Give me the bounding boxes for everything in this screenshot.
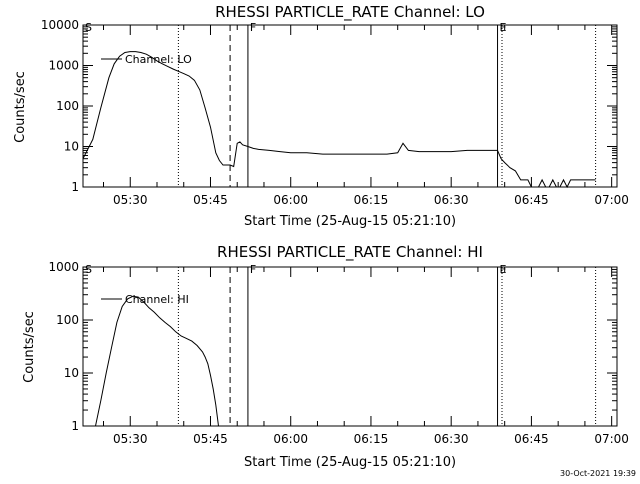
x-tick-label: 06:00	[273, 432, 308, 446]
x-tick-label: 06:45	[514, 193, 549, 207]
plot-frame	[82, 24, 618, 188]
x-tick-label: 06:15	[354, 432, 389, 446]
y-tick-label: 1000	[48, 59, 79, 73]
y-tick-label: 100	[56, 99, 79, 113]
event-marker-label: F	[250, 263, 256, 276]
x-tick-label: 07:00	[594, 193, 629, 207]
x-axis-label: Start Time (25-Aug-15 05:21:10)	[244, 455, 456, 470]
x-tick-label: 07:00	[594, 432, 629, 446]
footer-timestamp: 30-Oct-2021 19:39	[560, 469, 636, 478]
series-line	[95, 295, 219, 427]
y-axis-label: Counts/sec	[22, 311, 37, 383]
event-marker-label: E	[500, 263, 507, 276]
x-tick-label: 05:45	[193, 432, 228, 446]
event-marker-label: E	[500, 21, 507, 34]
x-tick-label: 06:30	[434, 432, 469, 446]
x-axis-label: Start Time (25-Aug-15 05:21:10)	[244, 214, 456, 229]
x-tick-label: 05:30	[113, 193, 148, 207]
x-tick-label: 06:30	[434, 193, 469, 207]
y-axis-label: Counts/sec	[13, 71, 28, 143]
chart-title: RHESSI PARTICLE_RATE Channel: HI	[217, 243, 483, 262]
y-tick-label: 100	[56, 313, 79, 327]
chart-title: RHESSI PARTICLE_RATE Channel: LO	[215, 3, 485, 22]
plot-frame	[82, 266, 618, 427]
series-line	[82, 51, 596, 189]
y-tick-label: 10	[64, 366, 79, 380]
event-marker-label: F	[250, 21, 256, 34]
y-tick-label: 1000	[48, 260, 79, 274]
x-tick-label: 06:45	[514, 432, 549, 446]
panel-lo: RHESSI PARTICLE_RATE Channel: LO Start T…	[13, 3, 629, 229]
event-marker-label: S	[85, 21, 92, 34]
x-tick-label: 06:15	[354, 193, 389, 207]
x-tick-label: 05:30	[113, 432, 148, 446]
x-tick-label: 06:00	[273, 193, 308, 207]
legend-label: Channel: LO	[125, 53, 192, 66]
x-tick-label: 05:45	[193, 193, 228, 207]
panel-hi: RHESSI PARTICLE_RATE Channel: HI Start T…	[22, 243, 629, 470]
event-marker-label: S	[85, 263, 92, 276]
y-tick-label: 10000	[41, 18, 79, 32]
legend-label: Channel: HI	[125, 293, 189, 306]
y-tick-label: 1	[71, 419, 79, 433]
y-tick-label: 10	[64, 140, 79, 154]
y-tick-label: 1	[71, 180, 79, 194]
